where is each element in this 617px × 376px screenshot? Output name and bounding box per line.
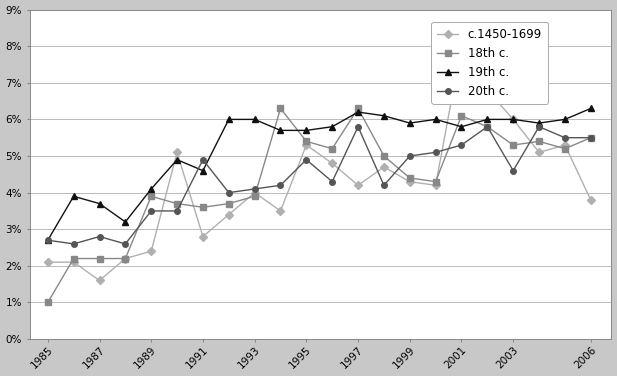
19th c.: [303, 128, 310, 133]
20th c.: [354, 124, 362, 129]
19th c.: [225, 117, 233, 122]
c.1450-1699: [44, 260, 51, 264]
20th c.: [484, 124, 491, 129]
19th c.: [354, 110, 362, 114]
19th c.: [458, 124, 465, 129]
19th c.: [587, 106, 594, 111]
19th c.: [328, 124, 336, 129]
18th c.: [147, 194, 155, 199]
19th c.: [380, 114, 387, 118]
18th c.: [96, 256, 103, 261]
20th c.: [587, 135, 594, 140]
20th c.: [380, 183, 387, 188]
c.1450-1699: [587, 198, 594, 202]
20th c.: [536, 124, 543, 129]
19th c.: [510, 117, 517, 122]
c.1450-1699: [432, 183, 439, 188]
Line: 19th c.: 19th c.: [44, 105, 594, 244]
18th c.: [458, 114, 465, 118]
18th c.: [406, 176, 413, 180]
19th c.: [561, 117, 569, 122]
18th c.: [303, 139, 310, 144]
c.1450-1699: [147, 249, 155, 253]
c.1450-1699: [406, 179, 413, 184]
20th c.: [96, 234, 103, 239]
c.1450-1699: [303, 143, 310, 147]
19th c.: [536, 121, 543, 125]
18th c.: [561, 146, 569, 151]
20th c.: [303, 158, 310, 162]
18th c.: [225, 202, 233, 206]
18th c.: [587, 135, 594, 140]
20th c.: [44, 238, 51, 243]
19th c.: [122, 220, 129, 224]
19th c.: [406, 121, 413, 125]
18th c.: [251, 194, 259, 199]
18th c.: [510, 143, 517, 147]
20th c.: [561, 135, 569, 140]
c.1450-1699: [173, 150, 181, 155]
c.1450-1699: [510, 117, 517, 122]
20th c.: [510, 168, 517, 173]
18th c.: [328, 146, 336, 151]
19th c.: [277, 128, 284, 133]
20th c.: [147, 209, 155, 213]
c.1450-1699: [328, 161, 336, 165]
18th c.: [122, 256, 129, 261]
18th c.: [70, 256, 77, 261]
18th c.: [536, 139, 543, 144]
Line: 20th c.: 20th c.: [45, 124, 594, 247]
c.1450-1699: [251, 190, 259, 195]
18th c.: [44, 300, 51, 305]
c.1450-1699: [199, 234, 207, 239]
20th c.: [173, 209, 181, 213]
19th c.: [484, 117, 491, 122]
c.1450-1699: [536, 150, 543, 155]
Legend: c.1450-1699, 18th c., 19th c., 20th c.: c.1450-1699, 18th c., 19th c., 20th c.: [431, 22, 548, 103]
20th c.: [251, 187, 259, 191]
c.1450-1699: [561, 143, 569, 147]
20th c.: [70, 242, 77, 246]
c.1450-1699: [70, 260, 77, 264]
18th c.: [277, 106, 284, 111]
c.1450-1699: [458, 44, 465, 49]
c.1450-1699: [96, 278, 103, 283]
18th c.: [432, 179, 439, 184]
20th c.: [406, 154, 413, 158]
18th c.: [354, 106, 362, 111]
19th c.: [432, 117, 439, 122]
18th c.: [380, 154, 387, 158]
20th c.: [199, 158, 207, 162]
c.1450-1699: [225, 212, 233, 217]
19th c.: [44, 238, 51, 243]
Line: 18th c.: 18th c.: [45, 106, 594, 305]
20th c.: [328, 179, 336, 184]
19th c.: [251, 117, 259, 122]
20th c.: [458, 143, 465, 147]
19th c.: [96, 202, 103, 206]
19th c.: [199, 168, 207, 173]
c.1450-1699: [354, 183, 362, 188]
20th c.: [225, 190, 233, 195]
18th c.: [173, 202, 181, 206]
c.1450-1699: [484, 88, 491, 92]
c.1450-1699: [277, 209, 284, 213]
20th c.: [277, 183, 284, 188]
20th c.: [432, 150, 439, 155]
18th c.: [484, 124, 491, 129]
c.1450-1699: [122, 256, 129, 261]
19th c.: [147, 187, 155, 191]
Line: c.1450-1699: c.1450-1699: [45, 43, 594, 283]
20th c.: [122, 242, 129, 246]
18th c.: [199, 205, 207, 209]
19th c.: [173, 158, 181, 162]
19th c.: [70, 194, 77, 199]
c.1450-1699: [380, 165, 387, 169]
